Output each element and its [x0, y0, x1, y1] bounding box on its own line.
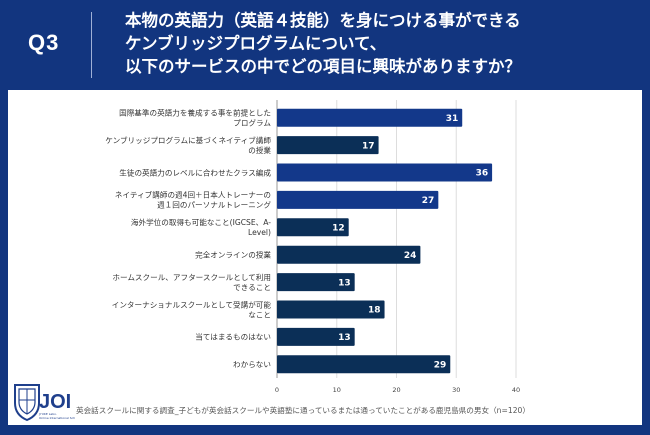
category-label: 当てはまるものはない [195, 332, 271, 342]
bar [277, 327, 355, 346]
category-label: できること [233, 283, 271, 292]
data-label: 18 [368, 306, 381, 316]
title-line: 本物の英語力（英語４技能）を身につける事ができる [125, 11, 521, 30]
x-tick-label: 40 [512, 386, 520, 394]
category-label: ケンブリッジプログラムに基づくネイティブ講師 [105, 135, 271, 145]
bar [277, 300, 385, 319]
category-label: わからない [233, 360, 271, 369]
x-tick-label: 10 [333, 386, 341, 394]
category-label: インターナショナルスクールとして受講が可能 [112, 299, 272, 309]
bar [277, 108, 463, 127]
category-label: なこと [248, 310, 271, 319]
data-label: 36 [476, 169, 489, 179]
category-label: の授業 [248, 145, 271, 155]
x-tick-label: 20 [392, 386, 400, 394]
category-label: ホームスクール、アフタースクールとして利用 [112, 272, 271, 282]
category-label: 生徒の英語力のレベルに合わせたクラス編成 [119, 167, 271, 177]
bar [277, 355, 451, 374]
data-label: 13 [338, 333, 351, 343]
joi-logo: JOI JYUKE Labo. Online International Sch… [14, 384, 75, 422]
data-label: 17 [362, 141, 375, 151]
svg-text:Online International School: Online International School [39, 416, 75, 420]
x-tick-label: 0 [275, 386, 279, 394]
data-label: 13 [338, 278, 351, 288]
title-line: 以下のサービスの中でどの項目に興味がありますか？ [125, 57, 521, 76]
data-label: 31 [446, 114, 459, 124]
data-label: 27 [422, 196, 435, 206]
category-label: 週１回のパーソナルトレーニング [157, 200, 271, 210]
title-line: ケンブリッジプログラムについて、 [125, 34, 387, 53]
data-label: 24 [404, 251, 417, 261]
bar [277, 136, 379, 155]
bar [277, 163, 493, 182]
svg-text:JOI: JOI [39, 391, 71, 413]
category-label: Level) [248, 228, 271, 237]
category-label: 海外学位の取得も可能なこと(IGCSE、A- [131, 217, 271, 227]
header: Q3 本物の英語力（英語４技能）を身につける事ができる ケンブリッジプログラムに… [0, 0, 650, 88]
question-title: 本物の英語力（英語４技能）を身につける事ができる ケンブリッジプログラムについて… [125, 9, 635, 78]
question-number: Q3 [28, 30, 60, 55]
svg-text:JYUKE Labo.: JYUKE Labo. [38, 412, 57, 416]
survey-note: 英会話スクールに関する調査_子どもが英会話スクールや英語塾に通っているまたは通っ… [76, 406, 530, 415]
bar [277, 218, 349, 237]
bar [277, 273, 355, 292]
data-label: 12 [332, 224, 345, 234]
bar [277, 245, 421, 264]
bar [277, 190, 439, 209]
category-label: 完全オンラインの授業 [195, 250, 271, 260]
divider [91, 12, 92, 78]
data-label: 29 [434, 361, 447, 371]
category-label: プログラム [233, 118, 271, 128]
x-tick-label: 30 [452, 386, 460, 394]
category-label: ネイティブ講師の週4回＋日本人トレーナーの [115, 190, 271, 200]
category-label: 国際基準の英語力を養成する事を前提とした [119, 108, 271, 118]
